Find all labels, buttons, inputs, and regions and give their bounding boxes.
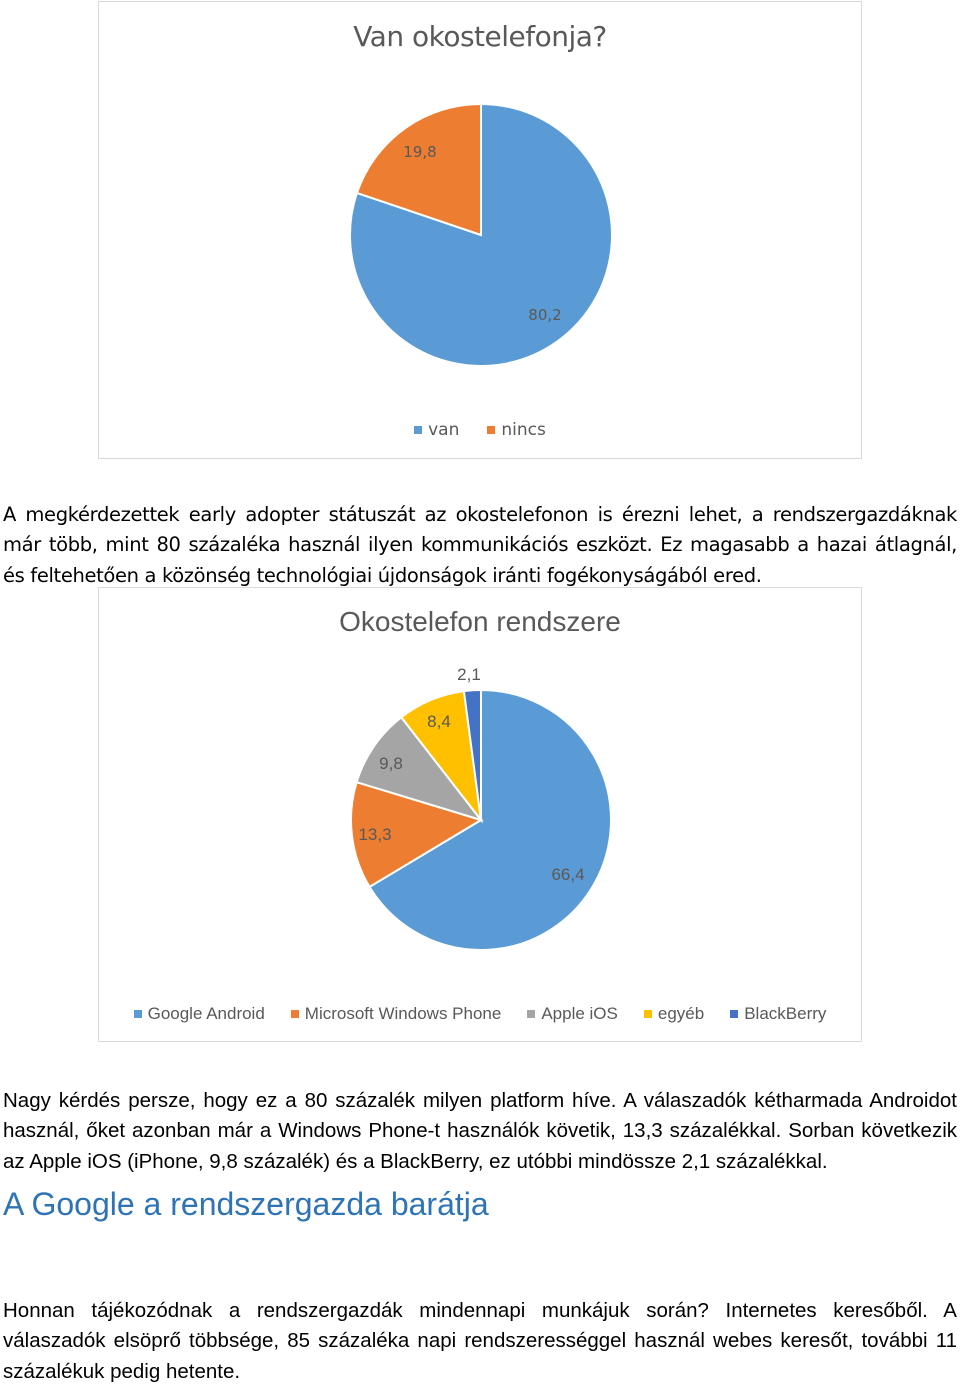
legend-item-van: van [414,420,459,440]
legend-swatch [134,1010,142,1018]
legend-item-nincs: nincs [487,420,545,440]
legend-swatch [291,1010,299,1018]
pie-chart-os: 66,4 13,3 9,8 8,4 2,1 [99,588,863,1043]
legend-label: nincs [501,420,545,440]
pie-chart-ownership: 80,2 19,8 [99,2,863,460]
legend-item-windows-phone: Microsoft Windows Phone [291,1004,502,1024]
legend-label: Google Android [148,1004,265,1024]
legend-swatch [487,426,495,434]
legend-label: egyéb [658,1004,704,1024]
legend-swatch [527,1010,535,1018]
legend-item-apple-ios: Apple iOS [527,1004,618,1024]
legend-swatch [414,426,422,434]
legend-item-google-android: Google Android [134,1004,265,1024]
paragraph-search: Honnan tájékozódnak a rendszergazdák min… [3,1296,957,1387]
data-label: 2,1 [457,665,481,684]
chart-legend: Google Android Microsoft Windows Phone A… [99,1004,861,1024]
legend-swatch [644,1010,652,1018]
legend-label: BlackBerry [744,1004,826,1024]
data-label: 13,3 [358,825,391,844]
paragraph-platform: Nagy kérdés persze, hogy ez a 80 százalé… [3,1086,957,1178]
data-label: 19,8 [403,143,436,161]
legend-swatch [730,1010,738,1018]
section-heading: A Google a rendszergazda barátja [3,1182,489,1226]
legend-label: Microsoft Windows Phone [305,1004,502,1024]
data-label: 8,4 [427,712,451,731]
legend-label: van [428,420,459,440]
data-label: 9,8 [379,754,403,773]
data-label: 66,4 [551,865,584,884]
legend-label: Apple iOS [541,1004,618,1024]
paragraph-early-adopter: A megkérdezettek early adopter státuszát… [3,500,957,592]
data-label: 80,2 [528,306,561,324]
legend-item-blackberry: BlackBerry [730,1004,826,1024]
legend-item-egyeb: egyéb [644,1004,704,1024]
chart-legend: van nincs [99,420,861,440]
